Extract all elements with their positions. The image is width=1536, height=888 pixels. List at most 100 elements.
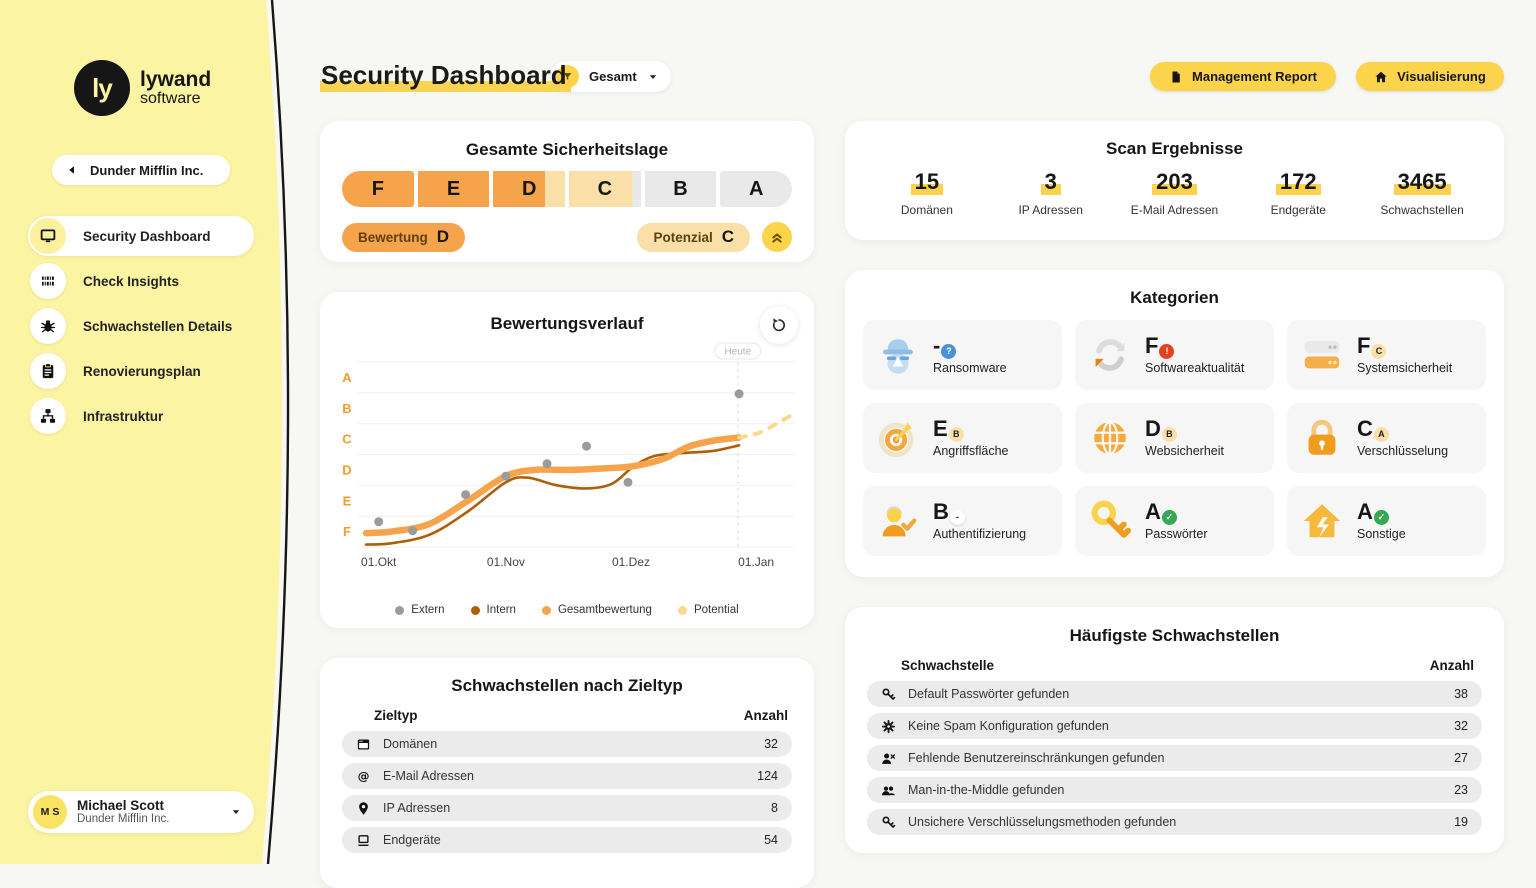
bug-icon xyxy=(39,317,57,335)
column-anzahl: Anzahl xyxy=(1429,658,1474,673)
column-schwachstelle: Schwachstelle xyxy=(901,658,995,673)
grade-letter: E xyxy=(933,416,948,441)
sidebar-item-label: Renovierungsplan xyxy=(83,363,201,379)
sidebar-item-check-insights[interactable]: Check Insights xyxy=(28,261,254,301)
row-value: 54 xyxy=(764,833,778,847)
svg-text:B: B xyxy=(342,401,351,416)
card-title-scan-results: Scan Ergebnisse xyxy=(1105,139,1243,158)
stat-value: 3 xyxy=(989,169,1113,195)
chevron-down-icon xyxy=(647,71,659,83)
category-info: E B Angriffsfläche xyxy=(933,416,1009,459)
category-tile-websicherheit[interactable]: D B Websicherheit xyxy=(1075,403,1274,473)
monitor-icon xyxy=(39,227,57,245)
rating-badge: Bewertung D xyxy=(342,222,466,252)
category-info: F! Softwareaktualität xyxy=(1145,333,1244,376)
grade-letter: F xyxy=(1357,333,1371,358)
svg-text:D: D xyxy=(342,462,351,477)
sidebar-item-security-dashboard[interactable]: Security Dashboard xyxy=(28,216,254,256)
document-icon xyxy=(1169,70,1183,84)
grade-letter: A xyxy=(1357,499,1373,524)
category-label: Authentifizierung xyxy=(933,527,1027,541)
card-title-security-posture: Gesamte Sicherheitslage xyxy=(465,140,669,159)
table-header: Zieltyp Anzahl xyxy=(374,708,788,723)
category-grade: A ✓ xyxy=(1145,501,1208,525)
scan-stat-ip-adressen: 3 IP Adressen xyxy=(989,169,1113,217)
grade-letter: F xyxy=(1145,333,1159,358)
legend-label: Extern xyxy=(411,604,445,616)
grade-letter: D xyxy=(1145,416,1161,441)
category-tile-systemsicherheit[interactable]: F C Systemsicherheit xyxy=(1287,320,1486,390)
reset-icon xyxy=(770,316,788,334)
category-tile-sonstige[interactable]: A ✓ Sonstige xyxy=(1287,486,1486,556)
row-label: IP Adressen xyxy=(383,801,451,815)
vuln-row-keine-spam-konfiguration-gefunden: Keine Spam Konfiguration gefunden 32 xyxy=(867,713,1482,739)
stat-value: 203 xyxy=(1113,169,1237,195)
category-tile-angriffsfläche[interactable]: E B Angriffsfläche xyxy=(863,403,1062,473)
card-title-categories: Kategorien xyxy=(1130,288,1219,307)
nav-icon-circle xyxy=(30,353,66,389)
reset-zoom-button[interactable] xyxy=(760,306,798,344)
table-header: Schwachstelle Anzahl xyxy=(901,658,1474,673)
bewertungsverlauf-chart: A B C D E F Heute 01.Okt 01.Nov 01.Dez 01.Jan xyxy=(332,342,802,579)
legend-label: Potential xyxy=(693,604,739,616)
sidebar-item-label: Schwachstellen Details xyxy=(83,318,233,334)
sidebar-item-label: Check Insights xyxy=(83,273,180,289)
svg-text:01.Jan: 01.Jan xyxy=(738,555,774,569)
category-info: B - Authentifizierung xyxy=(933,501,1027,542)
chevron-down-icon xyxy=(230,806,242,818)
column-anzahl: Anzahl xyxy=(743,708,788,723)
vuln-row-fehlende-benutzereinschränkungen-gefunden: Fehlende Benutzereinschränkungen gefunde… xyxy=(867,745,1482,771)
row-value: 19 xyxy=(1454,815,1468,829)
server-icon xyxy=(1299,332,1345,378)
grade-segment-d: D xyxy=(493,171,566,207)
legend-dot xyxy=(541,605,551,615)
target-icon xyxy=(875,415,921,461)
legend-dot xyxy=(470,605,480,615)
scan-stat-domänen: 15 Domänen xyxy=(865,169,989,217)
sidebar: ly lywand software Dunder Mifflin Inc. S… xyxy=(0,0,300,864)
company-selector[interactable]: Dunder Mifflin Inc. xyxy=(52,155,230,185)
avatar: M S xyxy=(33,795,67,829)
categories-card: Kategorien -? Ransomware F! Softwareaktuali… xyxy=(845,270,1504,577)
user-company: Dunder Mifflin Inc. xyxy=(77,813,170,826)
sidebar-item-renovierungsplan[interactable]: Renovierungsplan xyxy=(28,351,254,391)
category-tile-authentifizierung[interactable]: B - Authentifizierung xyxy=(863,486,1062,556)
visualisierung-button[interactable]: Visualisierung xyxy=(1356,62,1504,91)
chart-legend: Extern Intern Gesamtbewertung Potential xyxy=(320,604,814,616)
stat-label: Endgeräte xyxy=(1270,203,1326,217)
user-menu[interactable]: M S Michael Scott Dunder Mifflin Inc. xyxy=(28,791,254,833)
category-label: Sonstige xyxy=(1357,527,1406,541)
svg-text:E: E xyxy=(343,493,352,508)
stat-label: Domänen xyxy=(900,203,953,217)
category-tile-ransomware[interactable]: -? Ransomware xyxy=(863,320,1062,390)
filter-dropdown[interactable]: Gesamt xyxy=(551,61,671,92)
row-value: 32 xyxy=(1454,719,1468,733)
row-label: Default Passwörter gefunden xyxy=(908,687,1070,701)
legend-dot xyxy=(677,605,687,615)
management-report-button[interactable]: Management Report xyxy=(1150,62,1336,91)
clipboard-icon xyxy=(39,362,57,380)
legend-label: Gesamtbewertung xyxy=(557,604,652,616)
category-info: A ✓ Passwörter xyxy=(1145,501,1208,542)
category-label: Ransomware xyxy=(933,361,1007,375)
category-label: Passwörter xyxy=(1145,527,1208,541)
sidebar-item-infrastruktur[interactable]: Infrastruktur xyxy=(28,396,254,436)
potential-badge: Potenzial C xyxy=(637,222,750,252)
home-icon xyxy=(1374,70,1388,84)
sitemap-icon xyxy=(39,407,57,425)
category-grid: -? Ransomware F! Softwareaktualität F C System… xyxy=(863,320,1486,556)
card-title-top-vulnerabilities: Häufigste Schwachstellen xyxy=(1069,626,1280,645)
target-row-e-mail-adressen: @ E-Mail Adressen 124 xyxy=(342,763,792,789)
category-tile-softwareaktualität[interactable]: F! Softwareaktualität xyxy=(1075,320,1274,390)
card-title-target-types: Schwachstellen nach Zieltyp xyxy=(451,676,683,695)
column-zieltyp: Zieltyp xyxy=(374,708,418,723)
category-tile-verschlüsselung[interactable]: C A Verschlüsselung xyxy=(1287,403,1486,473)
collapse-button[interactable] xyxy=(762,222,792,252)
category-tile-passwörter[interactable]: A ✓ Passwörter xyxy=(1075,486,1274,556)
legend-item-extern: Extern xyxy=(395,604,445,616)
sidebar-item-schwachstellen-details[interactable]: Schwachstellen Details xyxy=(28,306,254,346)
row-label: Domänen xyxy=(383,737,438,751)
back-icon xyxy=(66,164,78,176)
